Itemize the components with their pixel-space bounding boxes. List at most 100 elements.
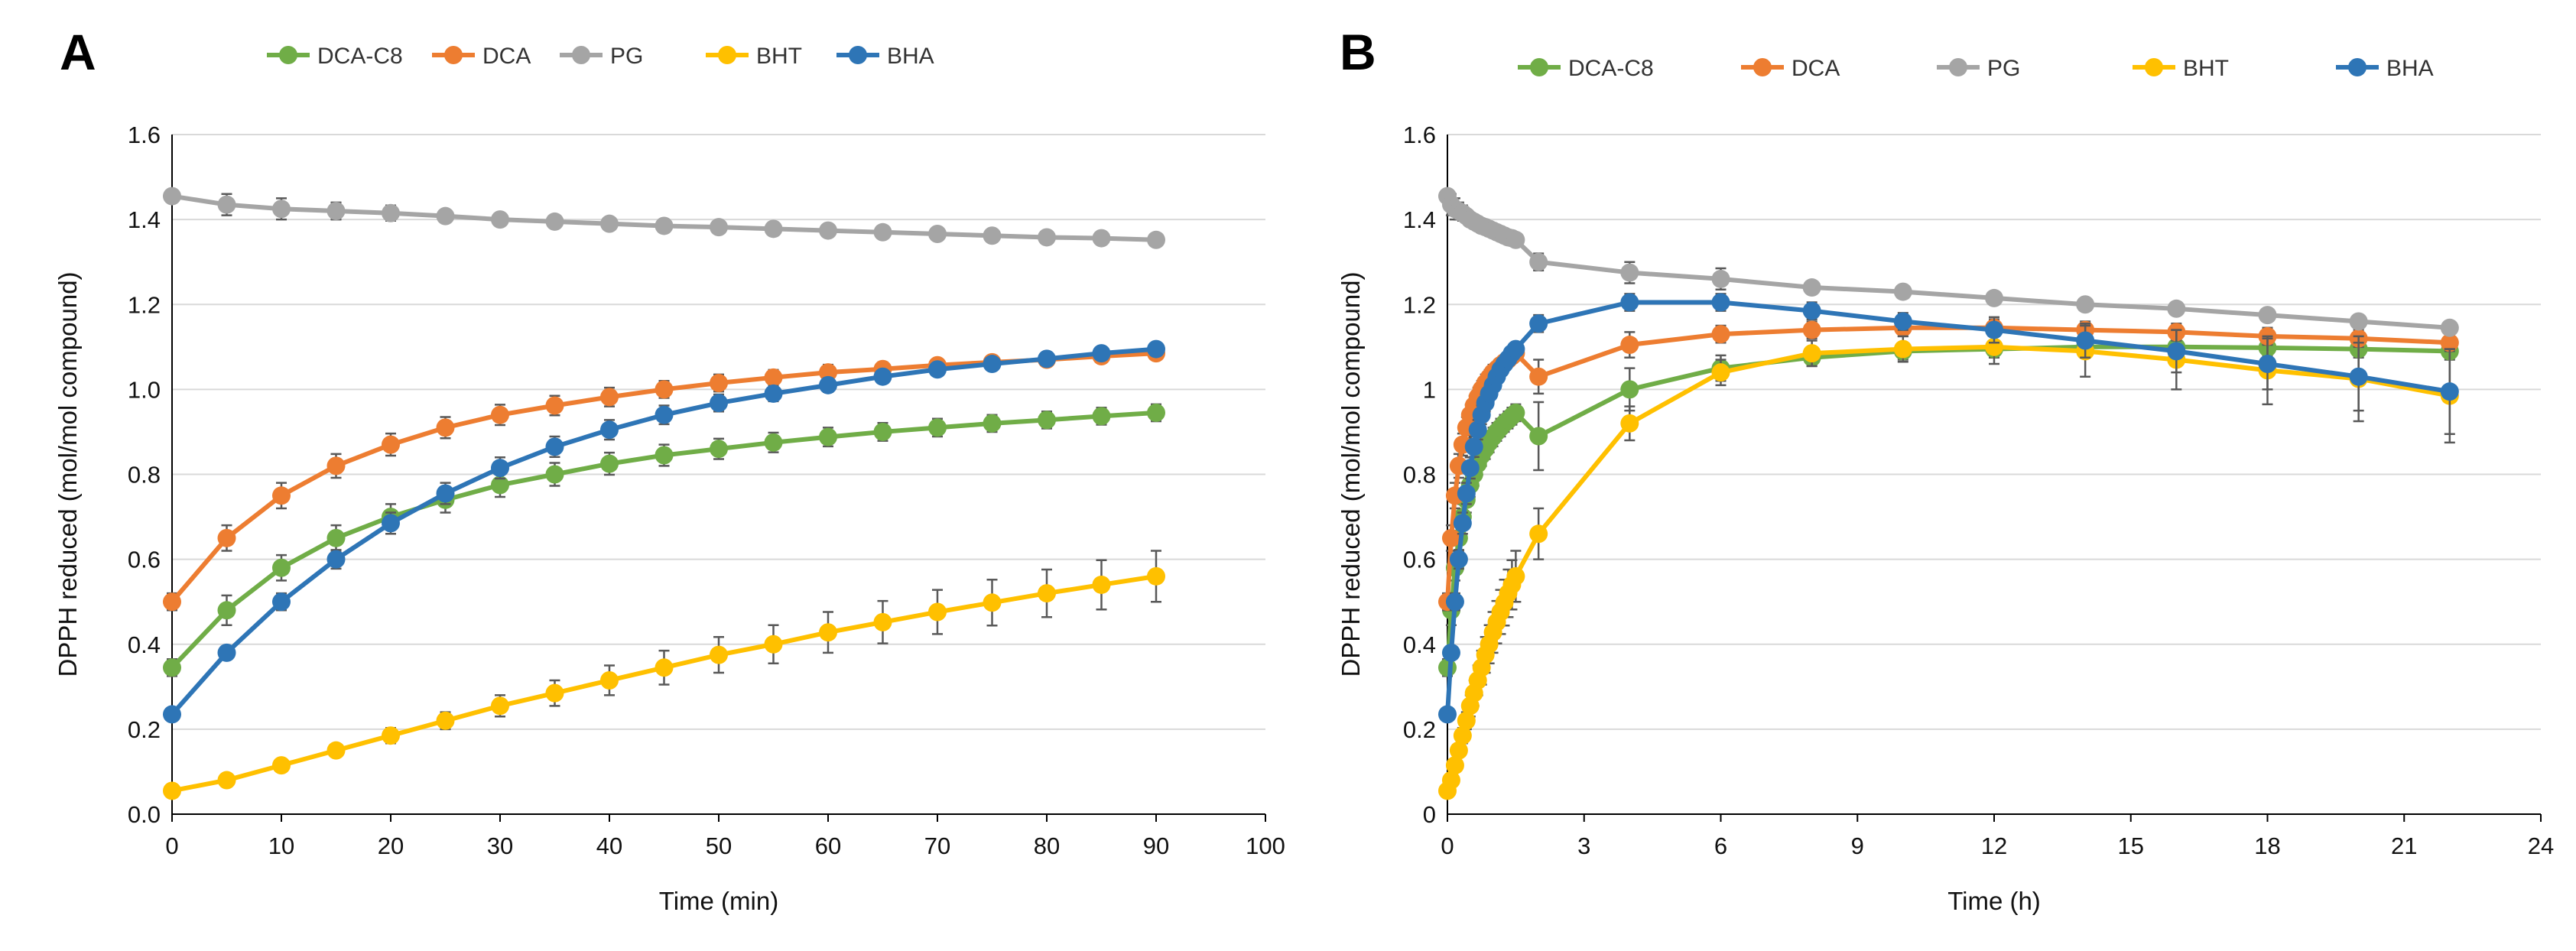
legend-label: PG — [1987, 56, 2020, 81]
x-tick-label: 24 — [2528, 833, 2554, 859]
data-point — [600, 420, 619, 440]
data-point — [326, 550, 346, 569]
data-point — [1620, 414, 1639, 433]
data-point — [436, 418, 455, 437]
data-point — [710, 394, 728, 413]
y-tick-label: 1.2 — [128, 291, 161, 318]
data-point — [2440, 333, 2459, 352]
data-point — [2076, 331, 2095, 350]
data-point — [764, 635, 783, 654]
x-tick-label: 90 — [1143, 833, 1169, 859]
legend-label: DCA-C8 — [317, 44, 403, 69]
y-tick-label: 0.8 — [128, 462, 161, 488]
x-tick-label: 10 — [268, 833, 294, 859]
legend-swatch-marker — [2348, 58, 2366, 76]
y-tick-label: 0.4 — [1403, 631, 1436, 658]
data-point — [272, 200, 291, 219]
legend-swatch-marker — [718, 46, 736, 64]
data-point — [2440, 318, 2459, 337]
data-point — [1449, 741, 1468, 760]
panel-a-legend: DCA-C8 DCA PG BHT BHA — [267, 44, 934, 69]
data-point — [326, 456, 346, 476]
data-point — [1460, 459, 1480, 478]
legend-label: DCA — [1792, 56, 1840, 81]
data-point — [1038, 411, 1056, 430]
x-tick-label: 12 — [1981, 833, 2007, 859]
data-point — [272, 592, 291, 612]
panel-b-plot: 0 0.2 0.4 0.6 0.8 1 1.2 1.4 1.6 0 3 6 9 12 15 18 21 24 — [1403, 122, 2554, 859]
x-tick-label: 0 — [1441, 833, 1454, 859]
data-point — [1620, 263, 1639, 282]
legend-item-dca: DCA — [432, 44, 531, 69]
data-point — [545, 212, 564, 231]
data-point — [983, 593, 1002, 612]
data-point — [1802, 320, 1821, 339]
data-point — [1457, 484, 1476, 503]
data-point — [1802, 278, 1821, 297]
legend-label: BHA — [2386, 56, 2434, 81]
legend-swatch-marker — [279, 46, 297, 64]
data-point — [764, 384, 783, 403]
data-point — [600, 454, 619, 473]
legend-item-pg: PG — [1937, 56, 2020, 81]
x-tick-label: 50 — [706, 833, 732, 859]
x-tick-label: 3 — [1577, 833, 1590, 859]
panel-a-y-axis-title: DPPH reduced (mol/mol compound) — [54, 271, 82, 677]
data-point — [1529, 524, 1548, 544]
data-point — [217, 601, 236, 620]
series-bht — [163, 550, 1165, 800]
y-tick-label: 1.4 — [1403, 206, 1436, 233]
y-tick-label: 0 — [1423, 801, 1436, 828]
panel-b-y-axis-title: DPPH reduced (mol/mol compound) — [1337, 271, 1365, 677]
x-tick-label: 9 — [1851, 833, 1864, 859]
data-point — [1711, 363, 1730, 382]
data-point — [545, 437, 564, 456]
data-point — [655, 405, 674, 424]
data-point — [1092, 575, 1111, 594]
data-point — [2258, 306, 2277, 325]
data-point — [710, 645, 728, 664]
y-tick-label: 0.2 — [1403, 716, 1436, 743]
data-point — [819, 623, 837, 642]
legend-label: PG — [610, 44, 643, 69]
data-point — [710, 440, 728, 459]
data-point — [928, 602, 947, 622]
data-point — [1445, 592, 1464, 612]
data-point — [819, 427, 837, 446]
data-point — [382, 435, 400, 454]
legend-item-dca-c8: DCA-C8 — [1518, 56, 1654, 81]
data-point — [1438, 705, 1457, 724]
data-point — [710, 374, 728, 393]
data-point — [163, 781, 181, 800]
data-point — [1711, 269, 1730, 288]
x-tick-label: 20 — [378, 833, 404, 859]
data-point — [272, 558, 291, 577]
data-point — [983, 414, 1002, 433]
data-point — [163, 592, 181, 612]
data-point — [2167, 299, 2186, 318]
data-point — [764, 433, 783, 452]
data-point — [2076, 295, 2095, 314]
data-point — [1147, 230, 1165, 249]
data-point — [873, 367, 892, 386]
data-point — [1985, 320, 2003, 339]
panel-b: B DCA-C8 DCA PG BHT BHA 0 0.2 0.4 0.6 0.8 1 1.2 1.4… — [1337, 24, 2554, 915]
data-point — [1445, 756, 1464, 775]
data-point — [764, 368, 783, 387]
data-point — [1529, 367, 1548, 386]
y-tick-label: 1.4 — [128, 206, 161, 233]
data-point — [1506, 566, 1525, 586]
x-tick-label: 0 — [165, 833, 178, 859]
legend-swatch-marker — [2145, 58, 2163, 76]
panel-b-x-axis-title: Time (h) — [1947, 887, 2041, 915]
x-tick-label: 18 — [2254, 833, 2280, 859]
panel-a-letter: A — [60, 24, 96, 80]
data-point — [2440, 382, 2459, 401]
data-point — [545, 396, 564, 415]
series-line — [1445, 344, 2452, 670]
data-point — [1038, 228, 1056, 247]
data-point — [2349, 367, 2368, 386]
panel-a: A DCA-C8 DCA PG BHT BHA 0.0 0.2 0.4 0.6 0.8 1.0 1.… — [54, 24, 1285, 915]
data-point — [873, 422, 892, 441]
